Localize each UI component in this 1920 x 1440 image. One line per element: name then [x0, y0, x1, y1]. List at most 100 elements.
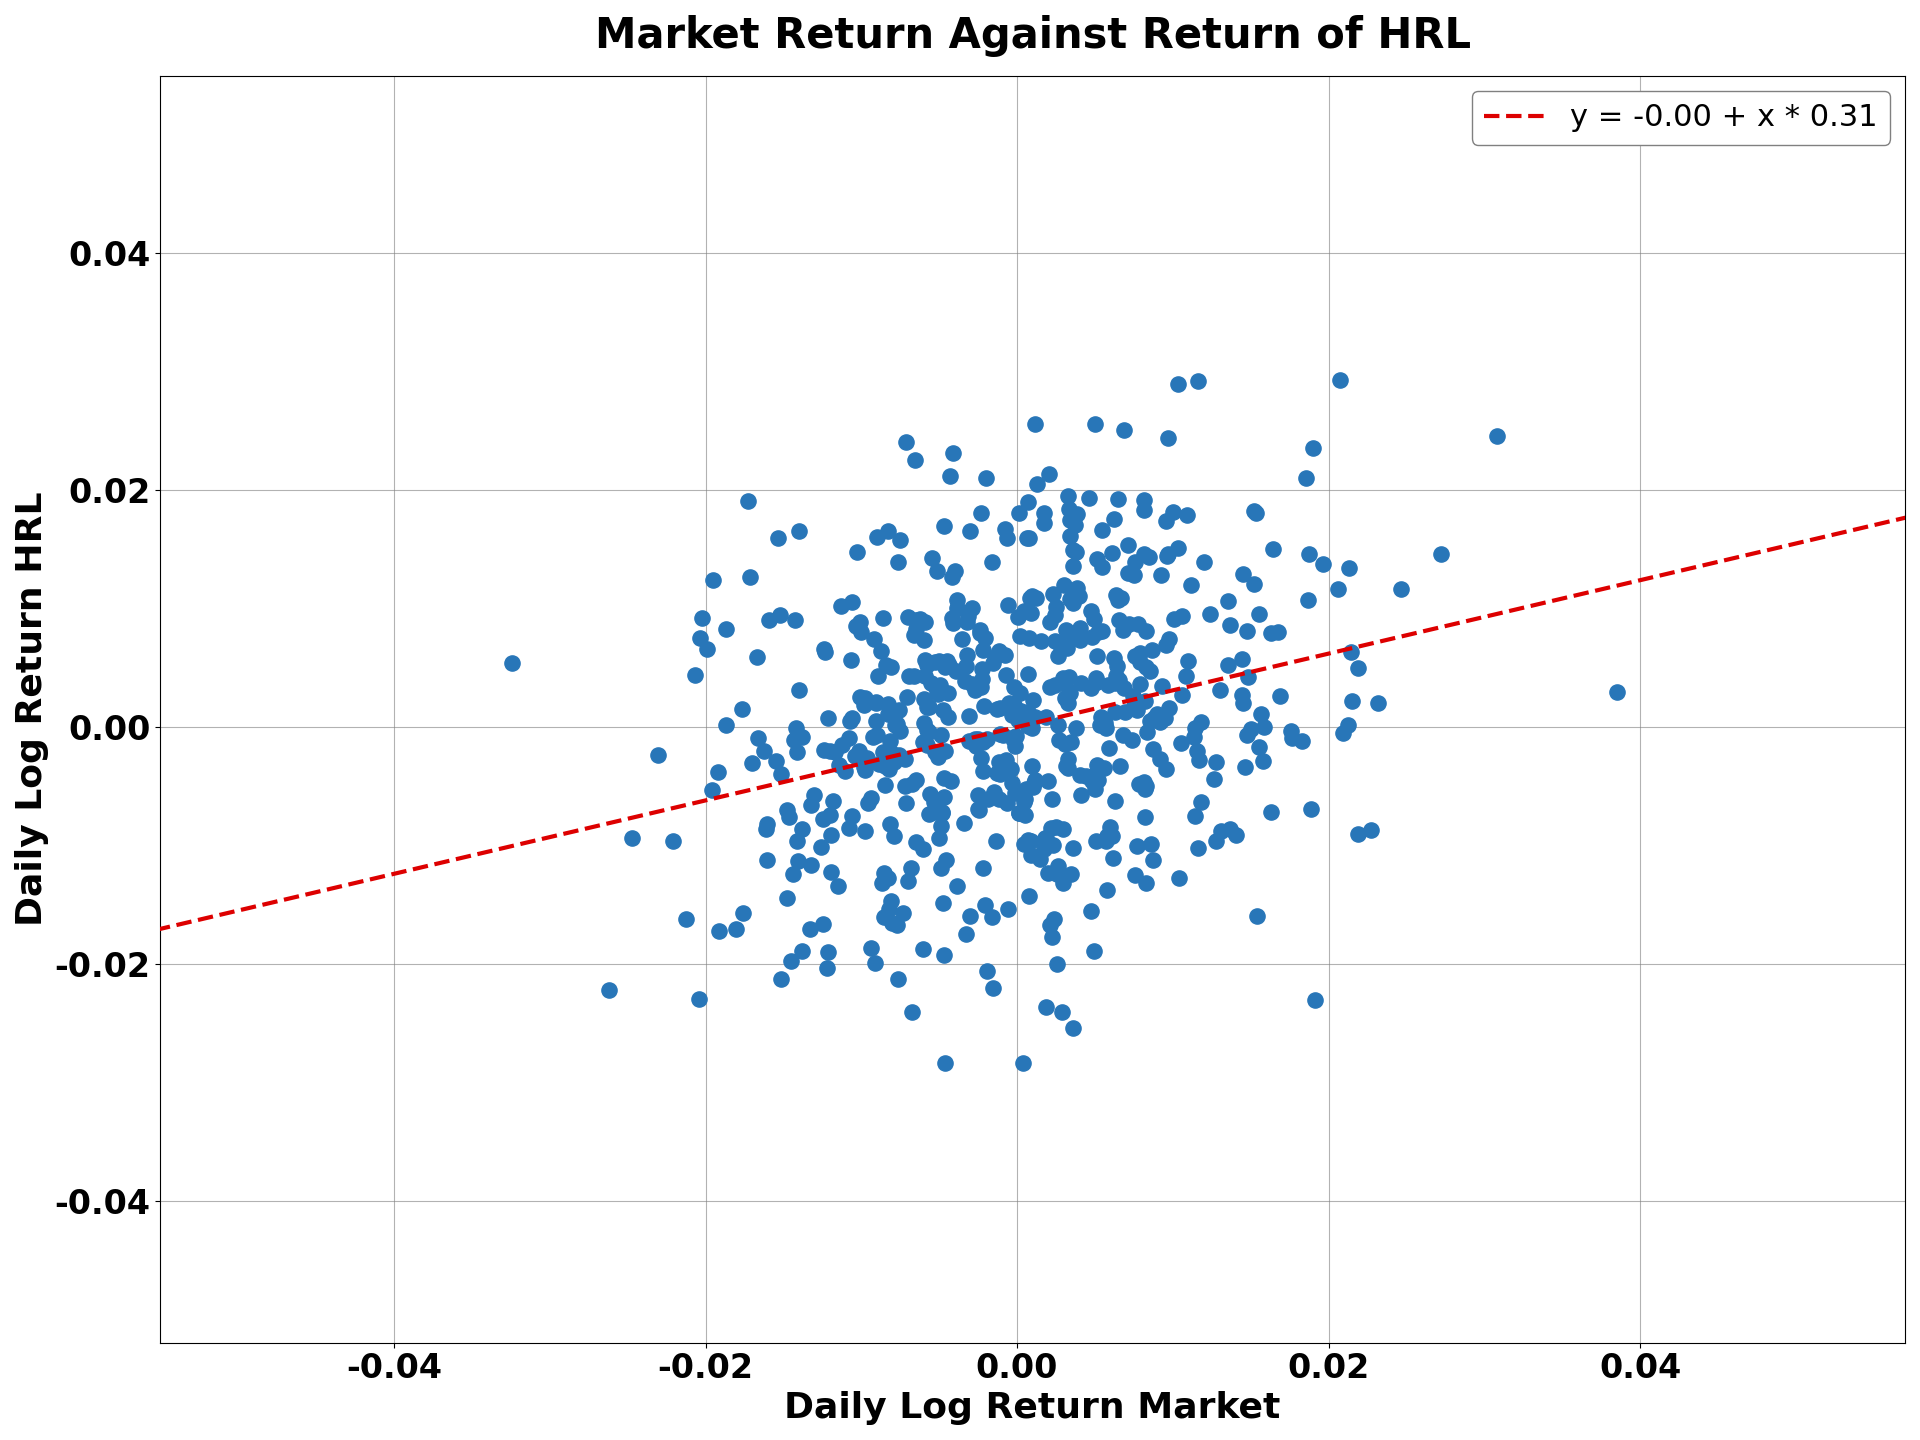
Point [837, 706, 868, 729]
Point [968, 658, 998, 681]
Point [1213, 654, 1244, 677]
Point [1004, 802, 1035, 825]
Point [1002, 708, 1033, 732]
Point [1144, 710, 1175, 733]
Point [818, 789, 849, 812]
Point [1043, 714, 1073, 737]
Point [1077, 769, 1108, 792]
Point [751, 818, 781, 841]
Point [893, 870, 924, 893]
Point [1012, 526, 1043, 549]
Point [872, 703, 902, 726]
Point [920, 651, 950, 674]
Point [1081, 829, 1112, 852]
Point [1215, 613, 1246, 636]
Point [954, 704, 985, 727]
Point [1194, 602, 1225, 625]
Point [1085, 714, 1116, 737]
Point [697, 569, 728, 592]
Point [806, 808, 837, 831]
Point [1033, 861, 1064, 884]
Point [887, 901, 918, 924]
Point [643, 743, 674, 766]
Point [983, 639, 1014, 662]
Point [908, 628, 939, 651]
Point [824, 755, 854, 778]
Point [929, 514, 960, 537]
Point [710, 618, 741, 641]
Point [868, 861, 899, 884]
Point [780, 609, 810, 632]
Point [1162, 373, 1192, 396]
Point [924, 827, 954, 850]
Point [914, 782, 945, 805]
Point [1183, 749, 1213, 772]
Point [1075, 677, 1106, 700]
Point [881, 968, 912, 991]
Point [1054, 508, 1085, 531]
Point [851, 746, 881, 769]
Point [1227, 648, 1258, 671]
Point [860, 710, 891, 733]
Point [741, 647, 772, 670]
Point [998, 726, 1029, 749]
Point [1012, 829, 1043, 852]
Point [1041, 629, 1071, 652]
Point [854, 936, 885, 959]
Point [1071, 765, 1102, 788]
Point [780, 729, 810, 752]
Point [883, 698, 914, 721]
Point [1129, 488, 1160, 511]
Point [787, 726, 818, 749]
Point [837, 590, 868, 613]
Point [883, 744, 914, 768]
Point [950, 670, 981, 693]
Point [1058, 554, 1089, 577]
Point [991, 527, 1021, 550]
Point [993, 792, 1023, 815]
Point [1018, 717, 1048, 740]
Point [998, 727, 1029, 750]
Point [1236, 717, 1267, 740]
Y-axis label: Daily Log Return HRL: Daily Log Return HRL [15, 492, 50, 926]
Point [1206, 819, 1236, 842]
Point [1004, 501, 1035, 524]
Point [616, 827, 647, 850]
Point [929, 848, 960, 871]
Point [1165, 732, 1196, 755]
Point [1119, 550, 1150, 573]
Point [1240, 503, 1271, 526]
Point [1150, 707, 1181, 730]
Point [1150, 634, 1181, 657]
Point [703, 760, 733, 783]
Point [885, 528, 916, 552]
Point [728, 698, 758, 721]
Point [964, 621, 995, 644]
Point [1123, 773, 1154, 796]
Point [922, 560, 952, 583]
Point [1077, 625, 1108, 648]
Point [1039, 674, 1069, 697]
Point [1054, 665, 1085, 688]
Point [925, 723, 956, 746]
Point [1100, 789, 1131, 812]
Point [1018, 755, 1048, 778]
Point [1056, 863, 1087, 886]
Point [1033, 462, 1064, 485]
Point [783, 520, 814, 543]
Point [808, 638, 839, 661]
Point [1119, 694, 1150, 717]
Point [1031, 996, 1062, 1020]
Point [1154, 426, 1185, 449]
Point [1031, 827, 1062, 850]
Point [1089, 711, 1119, 734]
Point [1062, 576, 1092, 599]
Point [1183, 739, 1213, 762]
Point [1020, 772, 1050, 795]
Point [1137, 737, 1167, 760]
Point [929, 766, 960, 789]
Point [1135, 710, 1165, 733]
Point [1336, 690, 1367, 713]
Point [837, 805, 868, 828]
Point [952, 644, 983, 667]
